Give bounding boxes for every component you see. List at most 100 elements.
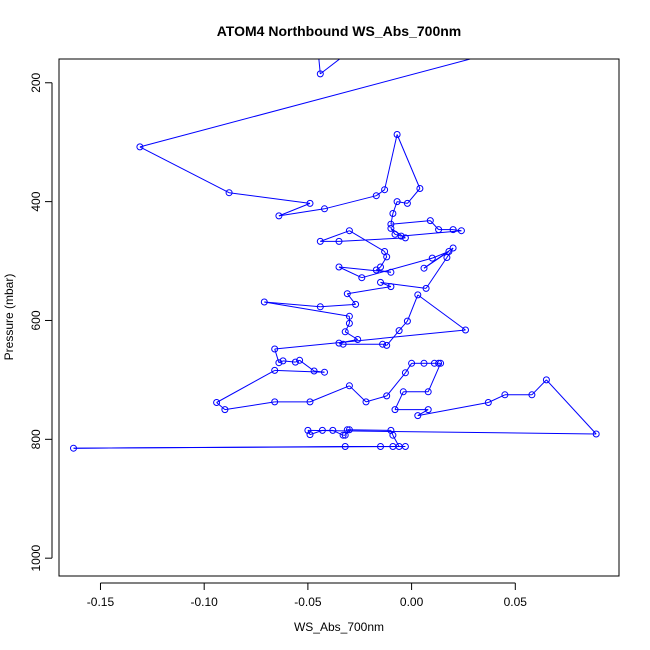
data-point <box>383 253 391 261</box>
series-line-segment <box>278 360 284 364</box>
data-point <box>462 326 469 334</box>
y-tick-label: 200 <box>29 72 43 92</box>
data-point <box>397 232 405 240</box>
series-line-segment <box>382 343 387 346</box>
data-point <box>335 339 343 347</box>
data-point <box>225 189 233 197</box>
series-line-segment <box>344 331 358 340</box>
series-line-segment <box>320 303 356 308</box>
data-point <box>260 298 268 306</box>
series-line-segment <box>384 134 398 190</box>
series-line-segment <box>365 395 387 403</box>
x-tick-label: 0.00 <box>400 595 424 609</box>
series-line-segment <box>332 429 344 436</box>
series-line-segment <box>397 201 408 204</box>
data-point <box>329 426 337 434</box>
data-point <box>387 220 395 228</box>
series-points <box>70 70 600 452</box>
data-point <box>387 268 395 276</box>
series-line-segment <box>347 286 391 295</box>
series-line-segment <box>307 429 597 435</box>
data-point <box>306 431 314 439</box>
y-axis-label: Pressure (mbar) <box>2 274 16 361</box>
series-line-segment <box>344 323 350 333</box>
data-point <box>377 278 384 286</box>
data-point <box>70 444 77 452</box>
data-point <box>383 341 391 349</box>
series-line-segment <box>278 208 325 217</box>
data-point <box>362 398 370 406</box>
series-line-segment <box>349 230 385 252</box>
series-line-segment <box>73 446 406 449</box>
data-point <box>401 369 409 377</box>
series-line-segment <box>274 329 466 350</box>
data-point <box>420 359 428 367</box>
y-tick-label: 800 <box>29 429 43 449</box>
data-point <box>291 358 299 366</box>
series-line-segment <box>396 134 421 189</box>
series-line-segment <box>139 59 473 148</box>
series-line-segment <box>338 266 363 279</box>
data-point <box>401 234 409 242</box>
series-line-segment <box>274 369 325 373</box>
data-point <box>393 198 401 206</box>
series-line-segment <box>427 363 442 392</box>
data-point <box>501 391 509 399</box>
data-point <box>321 368 328 376</box>
data-point <box>316 70 324 78</box>
data-point <box>345 382 353 390</box>
series-line-segment <box>417 409 429 417</box>
series-line-segment <box>380 281 392 288</box>
series-line-segment <box>338 237 406 242</box>
y-tick-label: 600 <box>29 310 43 330</box>
data-point <box>275 212 283 220</box>
data-point <box>354 336 362 343</box>
data-point <box>372 192 380 200</box>
x-tick-label: -0.10 <box>191 595 219 609</box>
series-line-segment <box>229 192 311 204</box>
x-tick-label: -0.15 <box>87 595 115 609</box>
data-point <box>395 327 403 335</box>
data-point <box>345 227 353 235</box>
data-point <box>383 392 391 400</box>
data-point <box>428 254 436 262</box>
data-point <box>422 284 430 292</box>
data-point <box>449 226 457 234</box>
series-line-segment <box>417 402 489 417</box>
data-point <box>391 230 399 238</box>
series-line-segment <box>386 372 406 397</box>
data-point <box>424 406 432 414</box>
data-point <box>279 357 287 365</box>
data-point <box>389 210 397 217</box>
data-point <box>213 399 221 406</box>
y-tick-label: 400 <box>29 191 43 211</box>
y-tick-label: 1000 <box>29 545 43 572</box>
series-line-segment <box>392 434 400 447</box>
series-line-segment <box>425 257 448 289</box>
data-point <box>437 359 445 367</box>
data-point <box>445 248 453 255</box>
series-line-segment <box>398 320 408 331</box>
data-point <box>318 426 326 434</box>
series-line-segment <box>376 266 381 271</box>
data-point <box>387 283 395 291</box>
data-point <box>449 244 457 252</box>
data-point <box>387 224 395 232</box>
series-line-segment <box>347 429 391 431</box>
series-line-segment <box>216 402 226 410</box>
data-point <box>389 443 397 450</box>
data-point <box>435 359 443 367</box>
data-point <box>358 274 366 282</box>
data-point <box>403 199 411 207</box>
data-point <box>389 431 397 439</box>
series-line-segment <box>380 281 427 289</box>
data-point <box>296 356 304 364</box>
data-point <box>592 430 600 438</box>
series-line-segment <box>546 379 597 435</box>
data-point <box>424 388 432 396</box>
series-line-segment <box>216 369 275 403</box>
data-point <box>271 398 279 406</box>
series-line-segment <box>309 429 323 436</box>
data-point <box>306 398 314 406</box>
